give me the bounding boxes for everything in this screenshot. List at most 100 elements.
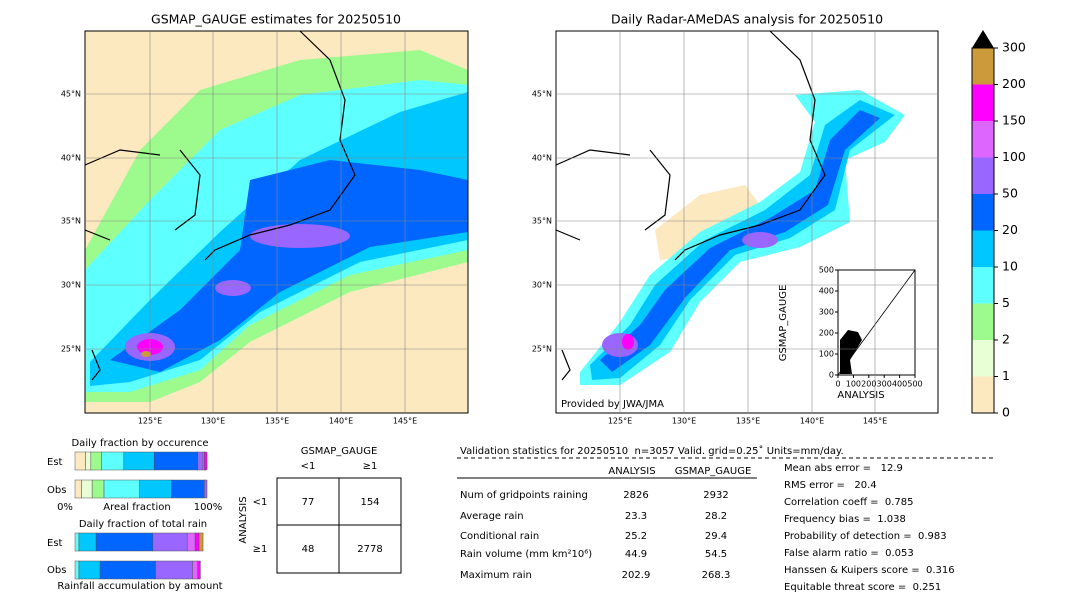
colorbar-label: 1 — [1002, 368, 1010, 383]
fraction-segment — [194, 532, 200, 552]
row-label: ≥1 — [253, 544, 268, 555]
fraction-segment — [186, 532, 196, 552]
lat-label: 25°N — [532, 345, 552, 354]
rain-area — [250, 224, 350, 248]
inset-scatter — [837, 269, 916, 376]
row-label: Obs — [47, 485, 66, 496]
map-title: GSMAP_GAUGE estimates for 20250510 — [151, 12, 401, 27]
lat-label: 30°N — [532, 281, 552, 290]
scatter-cloud — [840, 330, 862, 374]
colorbar-segment — [972, 303, 994, 340]
score: False alarm ratio = 0.053 — [784, 548, 914, 559]
lon-label: 125°E — [138, 417, 162, 426]
fraction-segment — [139, 479, 172, 499]
fraction-segment — [85, 451, 92, 471]
colorbar-label: 50 — [1002, 186, 1018, 201]
fraction-segment — [99, 560, 156, 580]
fraction-segment — [101, 451, 125, 471]
rain-area — [742, 232, 778, 248]
lat-label: 30°N — [61, 281, 81, 290]
stat-value: 2932 — [703, 490, 728, 501]
stat-value: 44.9 — [625, 549, 647, 560]
fraction-segment — [78, 532, 97, 552]
stat-value: 25.2 — [625, 531, 647, 542]
fraction-segment — [91, 479, 105, 499]
lat-label: 25°N — [61, 345, 81, 354]
lon-label: 140°E — [800, 417, 824, 426]
lat-label: 45°N — [61, 90, 81, 99]
left-map — [84, 30, 469, 414]
score: Equitable threat score = 0.251 — [784, 582, 941, 593]
colorbar-label: 0 — [1002, 405, 1010, 420]
map-frame — [84, 30, 469, 414]
y-tick-label: 400 — [819, 287, 834, 296]
colorbar-label: 100 — [1002, 149, 1026, 164]
stat-label: Num of gridpoints raining — [460, 490, 588, 501]
axis-label: 100% — [194, 502, 223, 513]
stat-value: 2826 — [623, 490, 648, 501]
x-tick-label: 400 — [892, 380, 907, 389]
stat-label: Average rain — [460, 511, 524, 522]
score: Probability of detection = 0.983 — [784, 531, 947, 542]
x-tick-label: 500 — [907, 380, 922, 389]
fraction-segment — [197, 451, 204, 471]
lon-label: 130°E — [201, 417, 225, 426]
colorbar-label: 150 — [1002, 113, 1026, 128]
stats-header: Validation statistics for 20250510 n=305… — [460, 445, 844, 457]
stat-value: 54.5 — [705, 549, 727, 560]
colorbar-label: 10 — [1002, 259, 1018, 274]
x-tick-label: 100 — [846, 380, 861, 389]
colorbar-segment — [972, 157, 994, 194]
col-label: ≥1 — [363, 461, 378, 472]
credit: Provided by JWA/JMA — [561, 399, 664, 410]
lon-label: 130°E — [672, 417, 696, 426]
y-tick-label: 200 — [819, 329, 834, 338]
table-cell: 154 — [360, 497, 379, 508]
fraction-segment — [192, 560, 199, 580]
table-cell: 2778 — [357, 544, 382, 555]
row-label: Obs — [47, 565, 66, 576]
colorbar-label: 20 — [1002, 222, 1018, 237]
rain-area — [600, 110, 880, 372]
colorbar-label: 5 — [1002, 295, 1010, 310]
fraction-segment — [78, 560, 101, 580]
coastline — [84, 30, 356, 381]
stat-label: Conditional rain — [460, 531, 539, 542]
colorbar-segment — [972, 121, 994, 158]
table-cell: 77 — [302, 497, 315, 508]
lon-label: 125°E — [608, 417, 632, 426]
axis-label: 0% — [57, 502, 73, 513]
rain-area — [141, 351, 151, 357]
fraction-segment — [153, 451, 199, 471]
fraction-segment — [74, 451, 86, 471]
colorbar-segment — [972, 267, 994, 304]
stat-value: 268.3 — [702, 570, 731, 581]
x-tick-label: 300 — [877, 380, 892, 389]
table-row-title: ANALYSIS — [238, 496, 249, 543]
y-tick-label: 100 — [819, 350, 834, 359]
score: RMS error = 20.4 — [784, 480, 877, 491]
axis-label: Areal fraction — [103, 502, 170, 513]
lon-label: 140°E — [329, 417, 353, 426]
y-tick-label: 0 — [829, 371, 834, 380]
y-axis-label: GSMAP_GAUGE — [778, 285, 789, 362]
lat-label: 40°N — [532, 154, 552, 163]
col-label: <1 — [301, 461, 316, 472]
lat-label: 35°N — [61, 217, 81, 226]
fraction-segment — [197, 560, 201, 580]
map-frame — [555, 30, 939, 414]
score: Correlation coeff = 0.785 — [784, 497, 914, 508]
y-tick-label: 500 — [819, 266, 834, 275]
colorbar-segment — [972, 230, 994, 267]
table-cell: 48 — [302, 544, 315, 555]
lon-label: 135°E — [265, 417, 289, 426]
colorbar-segment — [972, 376, 994, 413]
colorbar-extend — [972, 30, 994, 48]
colorbar-segment — [972, 340, 994, 377]
colorbar-label: 2 — [1002, 332, 1010, 347]
x-tick-label: 200 — [861, 380, 876, 389]
row-label: <1 — [253, 497, 268, 508]
colorbar-label: 300 — [1002, 40, 1026, 55]
colorbar-segment — [972, 194, 994, 231]
lon-label: 145°E — [393, 417, 417, 426]
